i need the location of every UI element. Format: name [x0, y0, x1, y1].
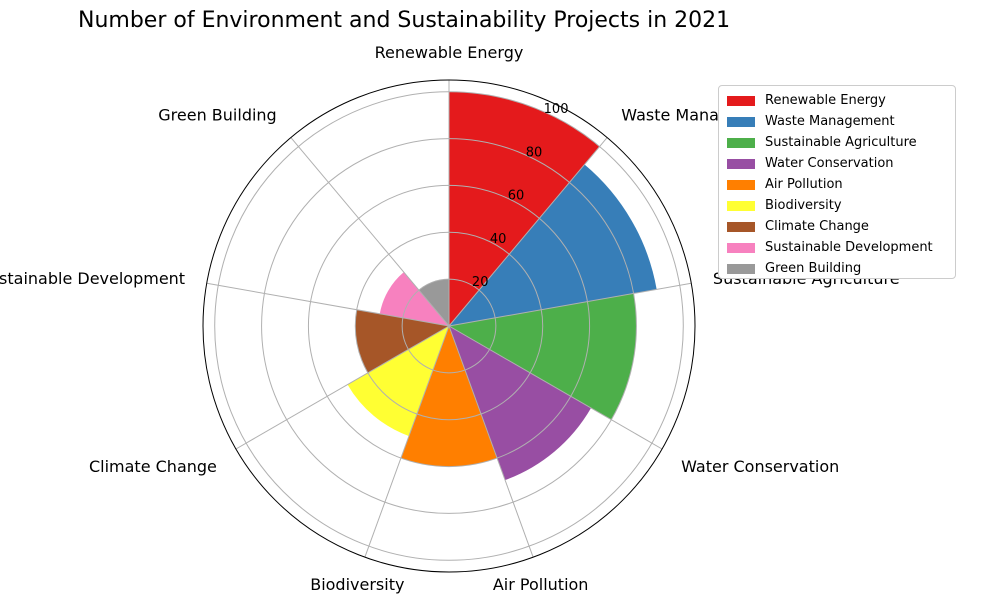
- radial-gridline: [235, 325, 450, 450]
- legend-swatch: [727, 95, 755, 106]
- circular-gridline: [307, 184, 591, 468]
- legend-label: Waste Management: [765, 114, 895, 129]
- category-label-air-pollution: Air Pollution: [493, 575, 589, 594]
- legend: Renewable Energy Waste Management Sustaina…: [718, 85, 956, 279]
- bar-sustainable-development: [379, 272, 449, 326]
- bar-water-conservation: [449, 326, 592, 481]
- legend-label: Climate Change: [765, 219, 869, 234]
- grid-layer: [202, 79, 696, 573]
- bar-climate-change: [355, 309, 449, 373]
- category-label-water-conservation: Water Conservation: [681, 457, 839, 476]
- legend-label: Renewable Energy: [765, 93, 886, 108]
- legend-swatch: [727, 200, 755, 211]
- bar-waste-management: [449, 164, 657, 326]
- legend-label: Sustainable Development: [765, 240, 933, 255]
- legend-item: Air Pollution: [727, 174, 955, 195]
- radial-gridline: [206, 282, 450, 327]
- radial-gridline: [448, 325, 534, 558]
- category-label-sustainable-development: Sustainable Development: [0, 269, 185, 288]
- legend-label: Sustainable Agriculture: [765, 135, 917, 150]
- bar-air-pollution: [400, 326, 498, 467]
- radial-tick-label: 20: [472, 275, 489, 290]
- circular-gridline: [354, 231, 544, 421]
- legend-swatch: [727, 179, 755, 190]
- bar-green-building: [418, 279, 449, 326]
- radial-tick-label: 80: [526, 145, 543, 160]
- legend-label: Water Conservation: [765, 156, 894, 171]
- chart-title: Number of Environment and Sustainability…: [78, 8, 731, 33]
- legend-item: Climate Change: [727, 216, 955, 237]
- category-label-climate-change: Climate Change: [89, 457, 217, 476]
- circular-gridline: [401, 278, 497, 374]
- circular-gridline: [261, 138, 637, 514]
- legend-item: Waste Management: [727, 111, 955, 132]
- legend-swatch: [727, 221, 755, 232]
- radial-gridline: [364, 325, 450, 558]
- circular-gridline: [214, 91, 684, 561]
- category-label-biodiversity: Biodiversity: [310, 575, 404, 594]
- radial-gridline: [448, 137, 608, 327]
- radial-tick-label: 60: [508, 189, 525, 204]
- legend-swatch: [727, 137, 755, 148]
- legend-item: Water Conservation: [727, 153, 955, 174]
- radial-tick-label: 100: [544, 102, 569, 117]
- legend-item: Sustainable Agriculture: [727, 132, 955, 153]
- bar-renewable-energy: [449, 91, 600, 326]
- legend-swatch: [727, 158, 755, 169]
- legend-label: Green Building: [765, 261, 862, 276]
- legend-item: Biodiversity: [727, 195, 955, 216]
- radial-gridline: [290, 137, 450, 327]
- labels-layer: 20 40 60 80 100 Renewable Energy Waste Managem…: [0, 43, 900, 594]
- legend-label: Air Pollution: [765, 177, 843, 192]
- legend-swatch: [727, 263, 755, 274]
- legend-label: Biodiversity: [765, 198, 842, 213]
- legend-swatch: [727, 116, 755, 127]
- legend-item: Sustainable Development: [727, 237, 955, 258]
- bar-biodiversity: [347, 326, 449, 437]
- category-label-renewable-energy: Renewable Energy: [375, 43, 524, 62]
- radial-tick-label: 40: [490, 232, 507, 247]
- legend-swatch: [727, 242, 755, 253]
- polar-spine: [202, 79, 696, 573]
- legend-item: Renewable Energy: [727, 90, 955, 111]
- legend-item: Green Building: [727, 258, 955, 279]
- radial-gridline: [448, 282, 692, 327]
- category-label-green-building: Green Building: [158, 106, 276, 125]
- radial-gridline: [448, 325, 663, 450]
